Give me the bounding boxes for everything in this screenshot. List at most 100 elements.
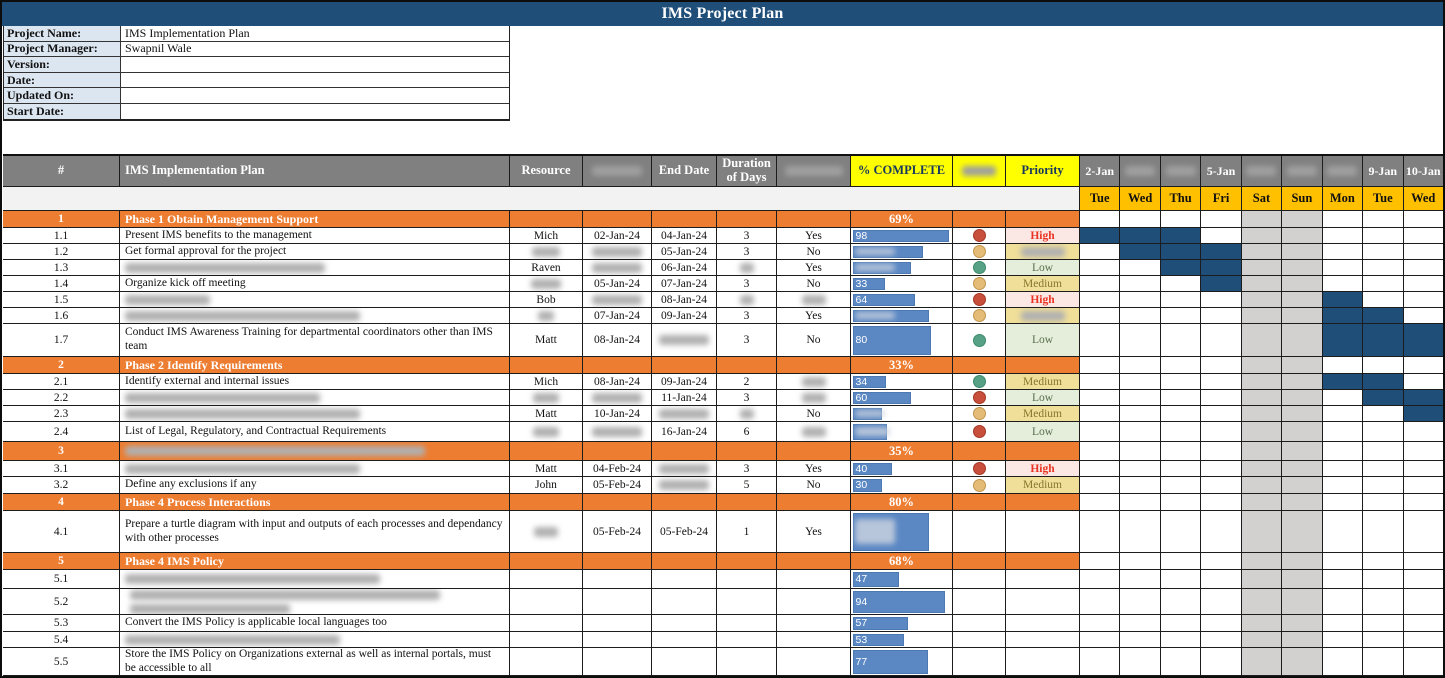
cell-percent-complete[interactable] — [851, 244, 953, 259]
cell-status[interactable] — [953, 390, 1006, 405]
gantt-cell[interactable] — [1323, 244, 1364, 259]
cell-task[interactable]: Organize kick off meeting — [120, 276, 510, 291]
gantt-date-cell[interactable] — [1241, 156, 1283, 186]
gantt-cell[interactable] — [1120, 374, 1161, 389]
cell-number[interactable]: 1.7 — [3, 324, 120, 356]
cell-status[interactable] — [953, 461, 1006, 476]
phase-percent-complete[interactable]: 68% — [851, 553, 953, 569]
cell-duration[interactable]: 3 — [717, 390, 777, 405]
cell-empty[interactable] — [777, 553, 851, 569]
cell-empty[interactable] — [583, 553, 652, 569]
cell-empty[interactable] — [717, 494, 777, 510]
gantt-cell[interactable] — [1161, 374, 1202, 389]
phase-title[interactable]: Phase 2 Identify Requirements — [120, 357, 510, 373]
cell-status[interactable] — [953, 406, 1006, 421]
gantt-cell[interactable] — [1241, 442, 1283, 460]
cell-number[interactable]: 1.4 — [3, 276, 120, 291]
cell-percent-complete[interactable]: 30 — [851, 477, 953, 493]
cell-task[interactable] — [120, 308, 510, 323]
cell-start-date[interactable]: 10-Jan-24 — [583, 406, 652, 421]
gantt-cell[interactable] — [1404, 228, 1443, 243]
gantt-cell[interactable] — [1282, 589, 1323, 614]
gantt-cell[interactable] — [1323, 461, 1364, 476]
gantt-cell[interactable] — [1161, 390, 1202, 405]
cell-number[interactable]: 2.4 — [3, 422, 120, 441]
gantt-cell[interactable] — [1282, 511, 1323, 552]
gantt-cell[interactable] — [1201, 570, 1242, 588]
cell-end-date[interactable]: 05-Jan-24 — [652, 244, 717, 259]
cell-empty[interactable] — [583, 211, 652, 227]
gantt-bar-cell[interactable] — [1201, 244, 1242, 259]
cell-end-date[interactable]: 09-Jan-24 — [652, 374, 717, 389]
cell-number[interactable]: 2 — [3, 357, 120, 373]
cell-number[interactable]: 2.1 — [3, 374, 120, 389]
cell-empty[interactable] — [717, 442, 777, 460]
gantt-cell[interactable] — [1282, 570, 1323, 588]
cell-resource[interactable] — [510, 632, 583, 647]
phase-title[interactable]: Phase 4 IMS Policy — [120, 553, 510, 569]
gantt-bar-cell[interactable] — [1363, 374, 1404, 389]
gantt-cell[interactable] — [1241, 589, 1283, 614]
gantt-cell[interactable] — [1363, 442, 1404, 460]
cell-status[interactable] — [953, 276, 1006, 291]
cell-number[interactable]: 1.2 — [3, 244, 120, 259]
cell-resource[interactable] — [510, 589, 583, 614]
gantt-cell[interactable] — [1120, 308, 1161, 323]
cell-percent-complete[interactable]: 34 — [851, 374, 953, 389]
cell-priority[interactable] — [1006, 648, 1080, 675]
gantt-cell[interactable] — [1120, 390, 1161, 405]
cell-deliverable[interactable]: No — [777, 324, 851, 356]
gantt-cell[interactable] — [1282, 324, 1323, 356]
cell-end-date[interactable] — [652, 477, 717, 493]
cell-priority[interactable] — [1006, 632, 1080, 647]
cell-task[interactable]: Get formal approval for the project — [120, 244, 510, 259]
gantt-bar-cell[interactable] — [1403, 324, 1443, 356]
cell-empty[interactable] — [510, 442, 583, 460]
gantt-cell[interactable] — [1323, 477, 1364, 493]
col-resource[interactable]: Resource — [510, 156, 583, 186]
gantt-cell[interactable] — [1241, 276, 1283, 291]
gantt-bar-cell[interactable] — [1160, 244, 1202, 259]
cell-deliverable[interactable] — [777, 615, 851, 631]
gantt-bar-cell[interactable] — [1363, 390, 1404, 405]
cell-empty[interactable] — [953, 494, 1006, 510]
gantt-cell[interactable] — [1120, 477, 1161, 493]
phase-title[interactable]: Phase 4 Process Interactions — [120, 494, 510, 510]
cell-empty[interactable] — [652, 494, 717, 510]
gantt-cell[interactable] — [1363, 494, 1404, 510]
cell-percent-complete[interactable]: 47 — [851, 570, 953, 588]
cell-start-date[interactable] — [583, 615, 652, 631]
cell-deliverable[interactable]: Yes — [777, 511, 851, 552]
cell-empty[interactable] — [583, 494, 652, 510]
gantt-cell[interactable] — [1201, 422, 1242, 441]
gantt-cell[interactable] — [1080, 324, 1121, 356]
gantt-cell[interactable] — [1201, 615, 1242, 631]
gantt-cell[interactable] — [1080, 211, 1121, 227]
gantt-cell[interactable] — [1201, 406, 1242, 421]
cell-duration[interactable]: 3 — [717, 461, 777, 476]
cell-number[interactable]: 5.5 — [3, 648, 120, 675]
col-end-date[interactable]: End Date — [652, 156, 717, 186]
gantt-cell[interactable] — [1080, 390, 1121, 405]
gantt-cell[interactable] — [1404, 553, 1443, 569]
cell-start-date[interactable]: 04-Feb-24 — [583, 461, 652, 476]
cell-priority[interactable]: High — [1006, 292, 1080, 307]
gantt-cell[interactable] — [1161, 570, 1202, 588]
gantt-bar-cell[interactable] — [1160, 228, 1202, 243]
gantt-cell[interactable] — [1282, 461, 1323, 476]
gantt-cell[interactable] — [1161, 553, 1202, 569]
cell-end-date[interactable]: 05-Feb-24 — [652, 511, 717, 552]
gantt-cell[interactable] — [1323, 390, 1364, 405]
gantt-cell[interactable] — [1241, 553, 1283, 569]
cell-status[interactable] — [953, 374, 1006, 389]
gantt-cell[interactable] — [1120, 570, 1161, 588]
cell-percent-complete[interactable]: 60 — [851, 390, 953, 405]
gantt-cell[interactable] — [1241, 357, 1283, 373]
gantt-cell[interactable] — [1363, 228, 1404, 243]
gantt-cell[interactable] — [1080, 374, 1121, 389]
gantt-date-cell[interactable]: 2-Jan — [1080, 156, 1121, 186]
cell-end-date[interactable]: 16-Jan-24 — [652, 422, 717, 441]
cell-empty[interactable] — [510, 494, 583, 510]
cell-number[interactable]: 1 — [3, 211, 120, 227]
cell-end-date[interactable]: 07-Jan-24 — [652, 276, 717, 291]
